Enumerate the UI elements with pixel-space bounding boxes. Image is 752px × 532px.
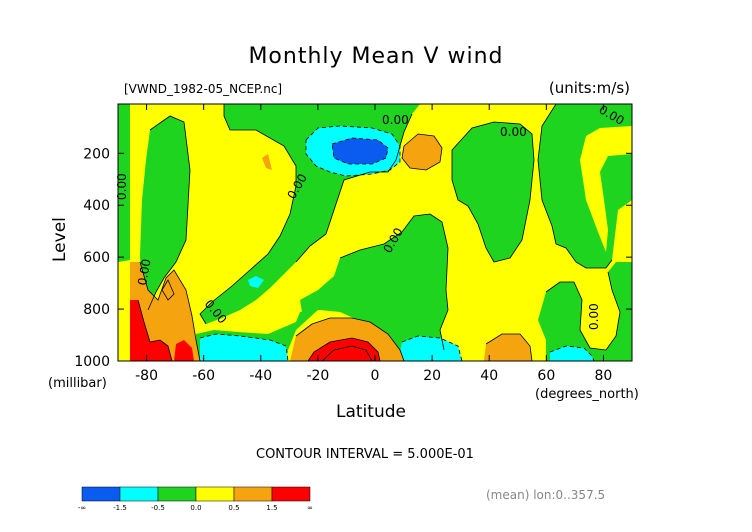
- region-green-north-mid: [452, 122, 534, 262]
- zero-label: 0.00: [382, 113, 409, 127]
- region-red-tropical-surface: [308, 338, 380, 361]
- region-green-south-polar: [140, 116, 190, 310]
- region-green-north-upper: [538, 104, 632, 268]
- contour-interval-label: CONTOUR INTERVAL = 5.000E-01: [256, 447, 474, 462]
- colorbar-tick-label: -∞: [78, 504, 86, 512]
- colorbar-tick-label: -0.5: [151, 504, 165, 512]
- colorbar-tick-label: 0.5: [228, 504, 239, 512]
- zero-label: 0.00: [135, 258, 153, 287]
- region-green-north-surface: [538, 262, 632, 361]
- region-orange-north-surface: [484, 334, 532, 361]
- x-tick-label: -20: [306, 368, 329, 384]
- y-tick-label: 600: [83, 250, 110, 266]
- contour-lines: [137, 104, 621, 361]
- x-tick-label: 20: [423, 368, 441, 384]
- region-cyan-small: [248, 276, 264, 288]
- colorbar-tick-label: -1.5: [113, 504, 127, 512]
- x-tick-label: -80: [135, 368, 158, 384]
- y-tick-label: 400: [83, 198, 110, 214]
- x-tick-label: -40: [249, 368, 272, 384]
- region-blue-core: [332, 138, 388, 164]
- region-orange-upper: [402, 134, 442, 170]
- y-axis: 200 400 600 800 1000: [74, 146, 632, 370]
- dataset-label: [VWND_1982-05_NCEP.nc]: [124, 82, 283, 96]
- region-cyan-surface-south: [200, 334, 288, 361]
- region-cyan-surface-north: [550, 346, 594, 361]
- colorbar-swatch: [119, 486, 159, 502]
- x-axis: -80 -60 -40 -20 0 20 40 60 80: [135, 104, 612, 384]
- zero-label: 0.00: [587, 303, 601, 330]
- contour-field: [118, 104, 632, 361]
- zero-label: 0.00: [115, 173, 129, 200]
- colorbar-swatch: [271, 486, 311, 502]
- colorbar-swatch: [233, 486, 273, 502]
- colorbar-swatch: [157, 486, 197, 502]
- colorbar-tick-label: ∞: [307, 504, 313, 512]
- average-note: (mean) lon:0..357.5: [486, 488, 606, 502]
- x-tick-label: 80: [595, 368, 613, 384]
- region-cyan-surface-tropics: [398, 336, 462, 361]
- region-green-left-edge: [118, 104, 130, 262]
- region-red-south-small: [174, 340, 194, 361]
- x-tick-label: 40: [480, 368, 498, 384]
- region-green-tropics: [300, 214, 448, 361]
- x-axis-unit: (degrees_north): [535, 387, 639, 402]
- chart-title: Monthly Mean V wind: [248, 44, 504, 69]
- colorbar-tick-label: 0.0: [190, 504, 201, 512]
- colorbar-swatch: [81, 486, 121, 502]
- contour-lines-negative: [199, 125, 595, 361]
- y-axis-unit: (millibar): [48, 376, 107, 391]
- region-orange-tiny: [262, 154, 272, 170]
- x-tick-label: 60: [537, 368, 555, 384]
- x-tick-label: 0: [371, 368, 380, 384]
- units-label: (units:m/s): [548, 79, 630, 97]
- x-tick-label: -60: [192, 368, 215, 384]
- x-axis-label: Latitude: [336, 402, 406, 422]
- region-red-south-surface: [130, 300, 172, 361]
- colorbar-tick-label: 1.5: [266, 504, 277, 512]
- zero-label: 0.00: [500, 125, 527, 139]
- colorbar: -∞ -1.5 -0.5 0.0 0.5 1.5 ∞: [78, 486, 313, 512]
- y-tick-label: 200: [83, 146, 110, 162]
- colorbar-swatch: [195, 486, 235, 502]
- y-tick-label: 1000: [74, 354, 110, 370]
- y-tick-label: 800: [83, 302, 110, 318]
